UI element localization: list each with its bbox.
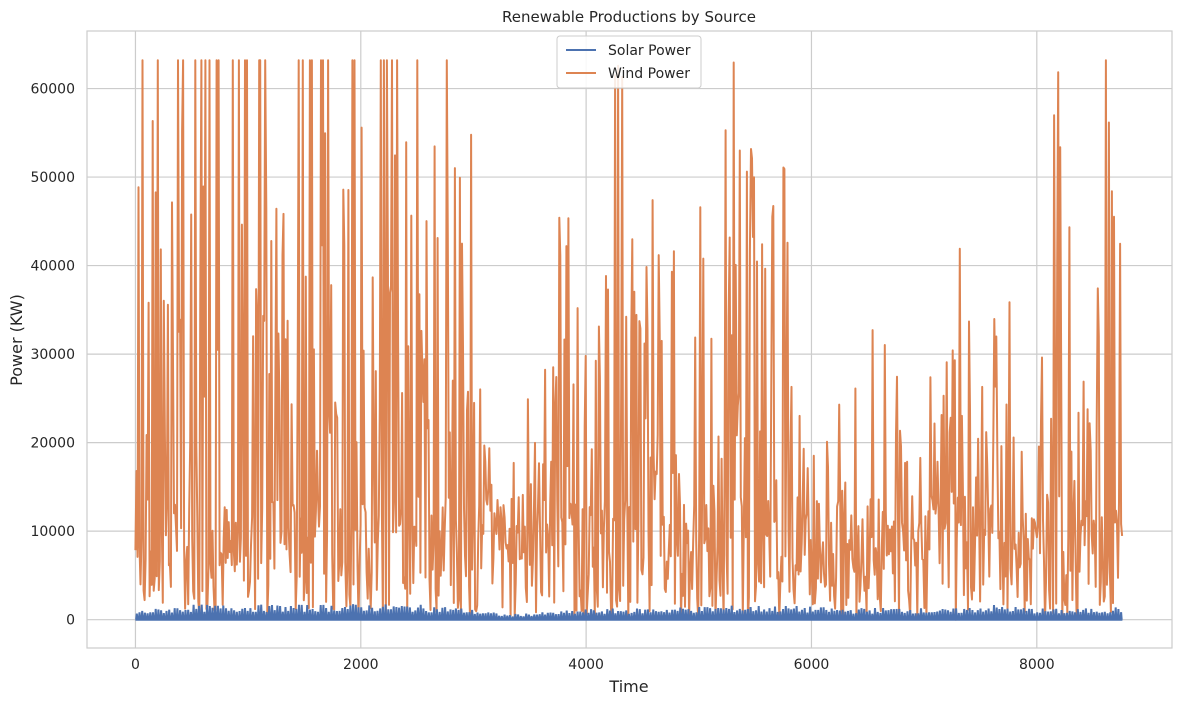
x-axis-label: Time [608, 677, 648, 696]
y-tick-label: 20000 [30, 436, 75, 452]
x-tick-label: 8000 [1019, 657, 1055, 673]
x-tick-label: 2000 [343, 657, 379, 673]
legend-label-solar: Solar Power [608, 43, 691, 59]
x-tick-labels: 0 2000 4000 6000 8000 [131, 657, 1055, 673]
y-axis-label: Power (KW) [7, 294, 26, 386]
y-tick-labels: 0 10000 20000 30000 40000 50000 60000 [30, 82, 75, 629]
legend-label-wind: Wind Power [608, 66, 690, 82]
x-tick-label: 4000 [568, 657, 604, 673]
y-tick-label: 10000 [30, 524, 75, 540]
y-tick-label: 60000 [30, 82, 75, 98]
x-tick-label: 6000 [794, 657, 830, 673]
series-line-solar-power [135, 604, 1123, 621]
y-tick-label: 0 [66, 613, 75, 629]
y-tick-label: 50000 [30, 170, 75, 186]
y-tick-label: 30000 [30, 347, 75, 363]
legend: Solar Power Wind Power [556, 35, 702, 89]
series-line-wind-power [134, 59, 1124, 621]
y-tick-label: 40000 [30, 259, 75, 275]
chart-title: Renewable Productions by Source [502, 8, 756, 26]
plot-frame [86, 30, 1173, 649]
series-layer [134, 59, 1124, 621]
x-tick-label: 0 [131, 657, 140, 673]
